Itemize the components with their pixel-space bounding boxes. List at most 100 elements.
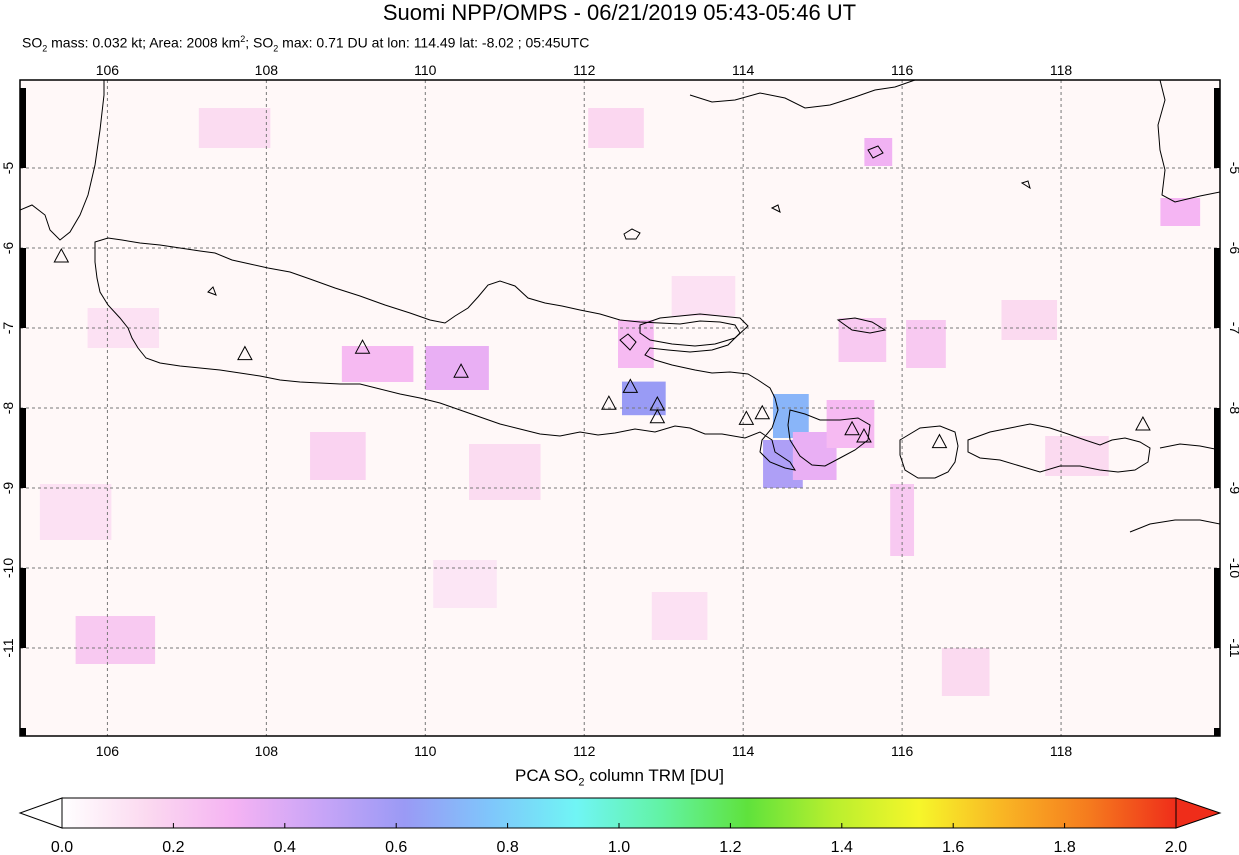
lat-tick-label-left: -7	[0, 322, 16, 335]
map-border-ticks	[20, 88, 1220, 736]
so2-summary: SO2 mass: 0.032 kt; Area: 2008 km2; SO2 …	[22, 34, 589, 53]
kangean-coastline	[836, 317, 887, 334]
map-title: Suomi NPP/OMPS - 06/21/2019 05:43-05:46 …	[382, 0, 857, 25]
so2-pixel	[198, 108, 271, 148]
colorbar-tick-label: 1.0	[608, 839, 630, 855]
lon-tick-label-top: 118	[1050, 62, 1073, 78]
lat-tick-label-right: -5	[1227, 162, 1239, 175]
so2-pixel	[39, 484, 112, 540]
colorbar-tick-label: 1.8	[1053, 839, 1075, 855]
so2-pixel	[433, 560, 497, 608]
so2-pixel-layer	[39, 108, 1201, 696]
colorbar-title-part: column TRM [DU]	[584, 766, 724, 785]
summary-subscript: 2	[273, 43, 279, 54]
small-island	[207, 286, 217, 296]
colorbar-tick-label: 0.2	[162, 839, 184, 855]
border-segment	[20, 568, 26, 648]
colorbar-ticks: 0.0 0.2 0.4 0.6 0.8 1.0 1.2 1.4 1.6 1.8 2.0	[51, 823, 1187, 855]
lat-tick-label-left: -5	[0, 162, 16, 175]
small-island	[770, 204, 781, 213]
axis-labels: 106 106 108 108 110 110 112 112 114 114 116 116 118 1…	[0, 62, 1239, 759]
colorbar-tick-label: 1.4	[831, 839, 853, 855]
lat-tick-label-right: -11	[1227, 638, 1239, 657]
volcano-triangle-icon	[237, 345, 253, 361]
lon-tick-label-bottom: 106	[96, 743, 120, 759]
lat-tick-label-left: -6	[0, 242, 16, 255]
colorbar-title-subscript: 2	[578, 776, 585, 789]
sumba-coastline	[1129, 519, 1220, 533]
border-segment	[1214, 408, 1220, 488]
volcano-triangle-icon	[453, 363, 469, 378]
colorbar-tick-label: 1.2	[719, 839, 741, 855]
lat-tick-label-left: -9	[0, 482, 16, 495]
colorbar-tick-label: 0.8	[496, 839, 518, 855]
so2-pixel	[1001, 300, 1058, 340]
colorbar-tick-label: 0.4	[274, 839, 296, 855]
so2-pixel	[941, 648, 990, 696]
sulawesi-coastline	[1157, 80, 1220, 203]
volcano-triangle-icon	[1135, 415, 1151, 431]
java-coastline	[94, 237, 797, 471]
summary-part: max: 0.71 DU at lon: 114.49 lat: -8.02 ;…	[278, 34, 590, 51]
volcano-triangle-icon	[354, 339, 371, 354]
summary-superscript: 2	[240, 34, 246, 44]
summary-part: SO	[22, 34, 43, 51]
border-segment	[20, 408, 26, 488]
border-segment	[1214, 568, 1220, 648]
so2-pixel	[75, 616, 156, 664]
volcano-triangle-icon	[53, 247, 70, 263]
so2-pixel	[341, 346, 414, 382]
bali-coastline	[787, 409, 871, 467]
volcano-triangle-icon	[931, 433, 948, 449]
lat-tick-label-left: -11	[0, 638, 16, 657]
volcano-triangle-icon	[754, 404, 771, 420]
colorbar-tick-label: 0.0	[51, 839, 73, 855]
lon-tick-label-top: 116	[891, 62, 914, 78]
coastlines	[20, 80, 1220, 533]
colorbar-title: PCA SO2 column TRM [DU]	[0, 766, 1239, 788]
lon-tick-label-bottom: 114	[732, 743, 755, 759]
so2-pixel	[1160, 198, 1201, 226]
volcano-triangle-icon	[856, 427, 872, 443]
border-segment	[1214, 728, 1220, 736]
lon-tick-label-top: 110	[414, 62, 437, 78]
so2-map: 106 106 108 108 110 110 112 112 114 114 116 116 118 1…	[0, 62, 1239, 759]
so2-pixel	[651, 592, 708, 640]
volcano-triangle-icon	[622, 378, 639, 393]
colorbar-tick-label: 2.0	[1165, 839, 1187, 855]
summary-part: ; SO	[245, 34, 274, 51]
volcano-triangle-icon	[649, 408, 666, 424]
volcano-triangle-icon	[601, 395, 617, 410]
summary-subscript: 2	[42, 43, 48, 54]
grid-lines	[20, 80, 1220, 736]
colorbar-tick-label: 0.6	[385, 839, 407, 855]
volcano-triangle-icon	[738, 410, 755, 425]
lon-tick-label-bottom: 110	[414, 743, 437, 759]
so2-pixel	[864, 138, 893, 166]
lon-tick-label-top: 114	[732, 62, 755, 78]
lat-tick-label-left: -8	[0, 402, 16, 415]
lat-tick-label-right: -8	[1227, 402, 1239, 415]
bawean-coastline	[623, 228, 641, 240]
volcano-triangle-icon	[844, 420, 860, 436]
so2-pixel	[469, 444, 541, 500]
lon-tick-label-bottom: 118	[1050, 743, 1073, 759]
lat-tick-label-right: -10	[1227, 558, 1239, 578]
so2-pixel	[838, 318, 887, 362]
so2-pixel	[425, 346, 489, 390]
lon-tick-label-top: 112	[573, 62, 596, 78]
lat-tick-label-right: -7	[1227, 322, 1239, 335]
lat-tick-label-right: -9	[1227, 482, 1239, 495]
so2-pixel	[906, 320, 946, 368]
lon-tick-label-bottom: 116	[891, 743, 914, 759]
sumatra-coastline	[20, 80, 105, 241]
border-segment	[1214, 248, 1220, 328]
border-segment	[1214, 88, 1220, 168]
border-segment	[20, 248, 26, 328]
so2-pixel	[671, 276, 736, 316]
flores-coastline	[1159, 443, 1220, 451]
lon-tick-label-bottom: 112	[573, 743, 596, 759]
summary-part: mass: 0.032 kt; Area: 2008 km	[47, 34, 241, 51]
lat-tick-label-left: -10	[0, 558, 16, 578]
lon-tick-label-bottom: 108	[255, 743, 279, 759]
